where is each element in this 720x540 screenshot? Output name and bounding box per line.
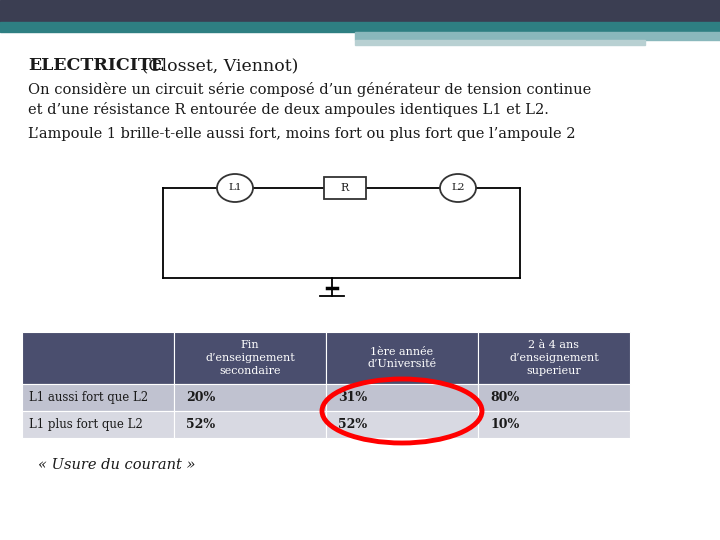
Text: L2: L2 (451, 184, 464, 192)
Text: R: R (341, 183, 349, 193)
Text: 10%: 10% (490, 418, 519, 431)
Bar (326, 411, 478, 438)
Bar (478, 411, 630, 438)
Bar (326, 332, 478, 384)
Text: 2 à 4 ans
d’enseignement
superieur: 2 à 4 ans d’enseignement superieur (509, 340, 599, 376)
Bar (174, 332, 326, 384)
Bar (355, 40, 645, 45)
Text: L1: L1 (228, 184, 242, 192)
Text: 80%: 80% (490, 391, 519, 404)
Bar (22, 411, 174, 438)
Bar (326, 384, 478, 411)
Bar (0, 0, 720, 22)
Ellipse shape (440, 174, 476, 202)
Text: 52%: 52% (338, 418, 367, 431)
Text: 52%: 52% (186, 418, 215, 431)
Text: « Usure du courant »: « Usure du courant » (38, 458, 196, 472)
Text: ELECTRICITE: ELECTRICITE (28, 57, 164, 74)
Bar (478, 384, 630, 411)
Bar (478, 332, 630, 384)
Bar (0, 22, 720, 32)
Text: L’ampoule 1 brille-t-elle aussi fort, moins fort ou plus fort que l’ampoule 2: L’ampoule 1 brille-t-elle aussi fort, mo… (28, 127, 575, 141)
Bar (324, 177, 366, 199)
Text: On considère un circuit série composé d’un générateur de tension continue: On considère un circuit série composé d’… (28, 82, 591, 97)
Bar (22, 384, 174, 411)
Bar (22, 332, 174, 384)
Text: L1 aussi fort que L2: L1 aussi fort que L2 (29, 391, 148, 404)
Text: Fin
d’enseignement
secondaire: Fin d’enseignement secondaire (205, 340, 295, 376)
Text: 20%: 20% (186, 391, 215, 404)
Bar (174, 384, 326, 411)
Bar (355, 32, 720, 40)
Text: 31%: 31% (338, 391, 367, 404)
Ellipse shape (217, 174, 253, 202)
Text: (Closset, Viennot): (Closset, Viennot) (136, 57, 298, 74)
Text: L1 plus fort que L2: L1 plus fort que L2 (29, 418, 143, 431)
Text: 1ère année
d’Université: 1ère année d’Université (367, 347, 436, 369)
Text: et d’une résistance R entourée de deux ampoules identiques L1 et L2.: et d’une résistance R entourée de deux a… (28, 102, 549, 117)
Bar (174, 411, 326, 438)
